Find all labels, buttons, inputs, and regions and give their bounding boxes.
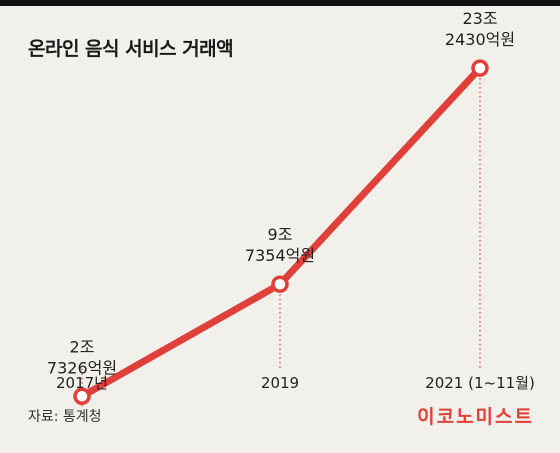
- guide-lines: [81, 78, 481, 407]
- x-tick-label: 2019: [261, 374, 299, 392]
- data-points: [73, 59, 489, 406]
- data-labels: 2조 7326억원 9조 7354억원 23조 2430억원: [47, 9, 515, 377]
- chart-title: 온라인 음식 서비스 거래액: [28, 38, 234, 60]
- data-point: [73, 387, 91, 406]
- x-tick-label: 2021 (1~11월): [425, 374, 535, 392]
- data-label: 2조 7326억원: [47, 337, 117, 377]
- x-tick-labels: 2017년 2019 2021 (1~11월): [56, 374, 535, 392]
- x-tick-label: 2017년: [56, 374, 108, 392]
- brand-logo: 이코노미스트: [417, 406, 534, 428]
- top-rule: [0, 0, 560, 6]
- data-label: 9조 7354억원: [245, 225, 315, 265]
- data-point: [471, 59, 489, 77]
- data-point: [271, 275, 289, 293]
- source-note: 자료: 통계청: [28, 409, 102, 425]
- data-label: 23조 2430억원: [445, 9, 515, 49]
